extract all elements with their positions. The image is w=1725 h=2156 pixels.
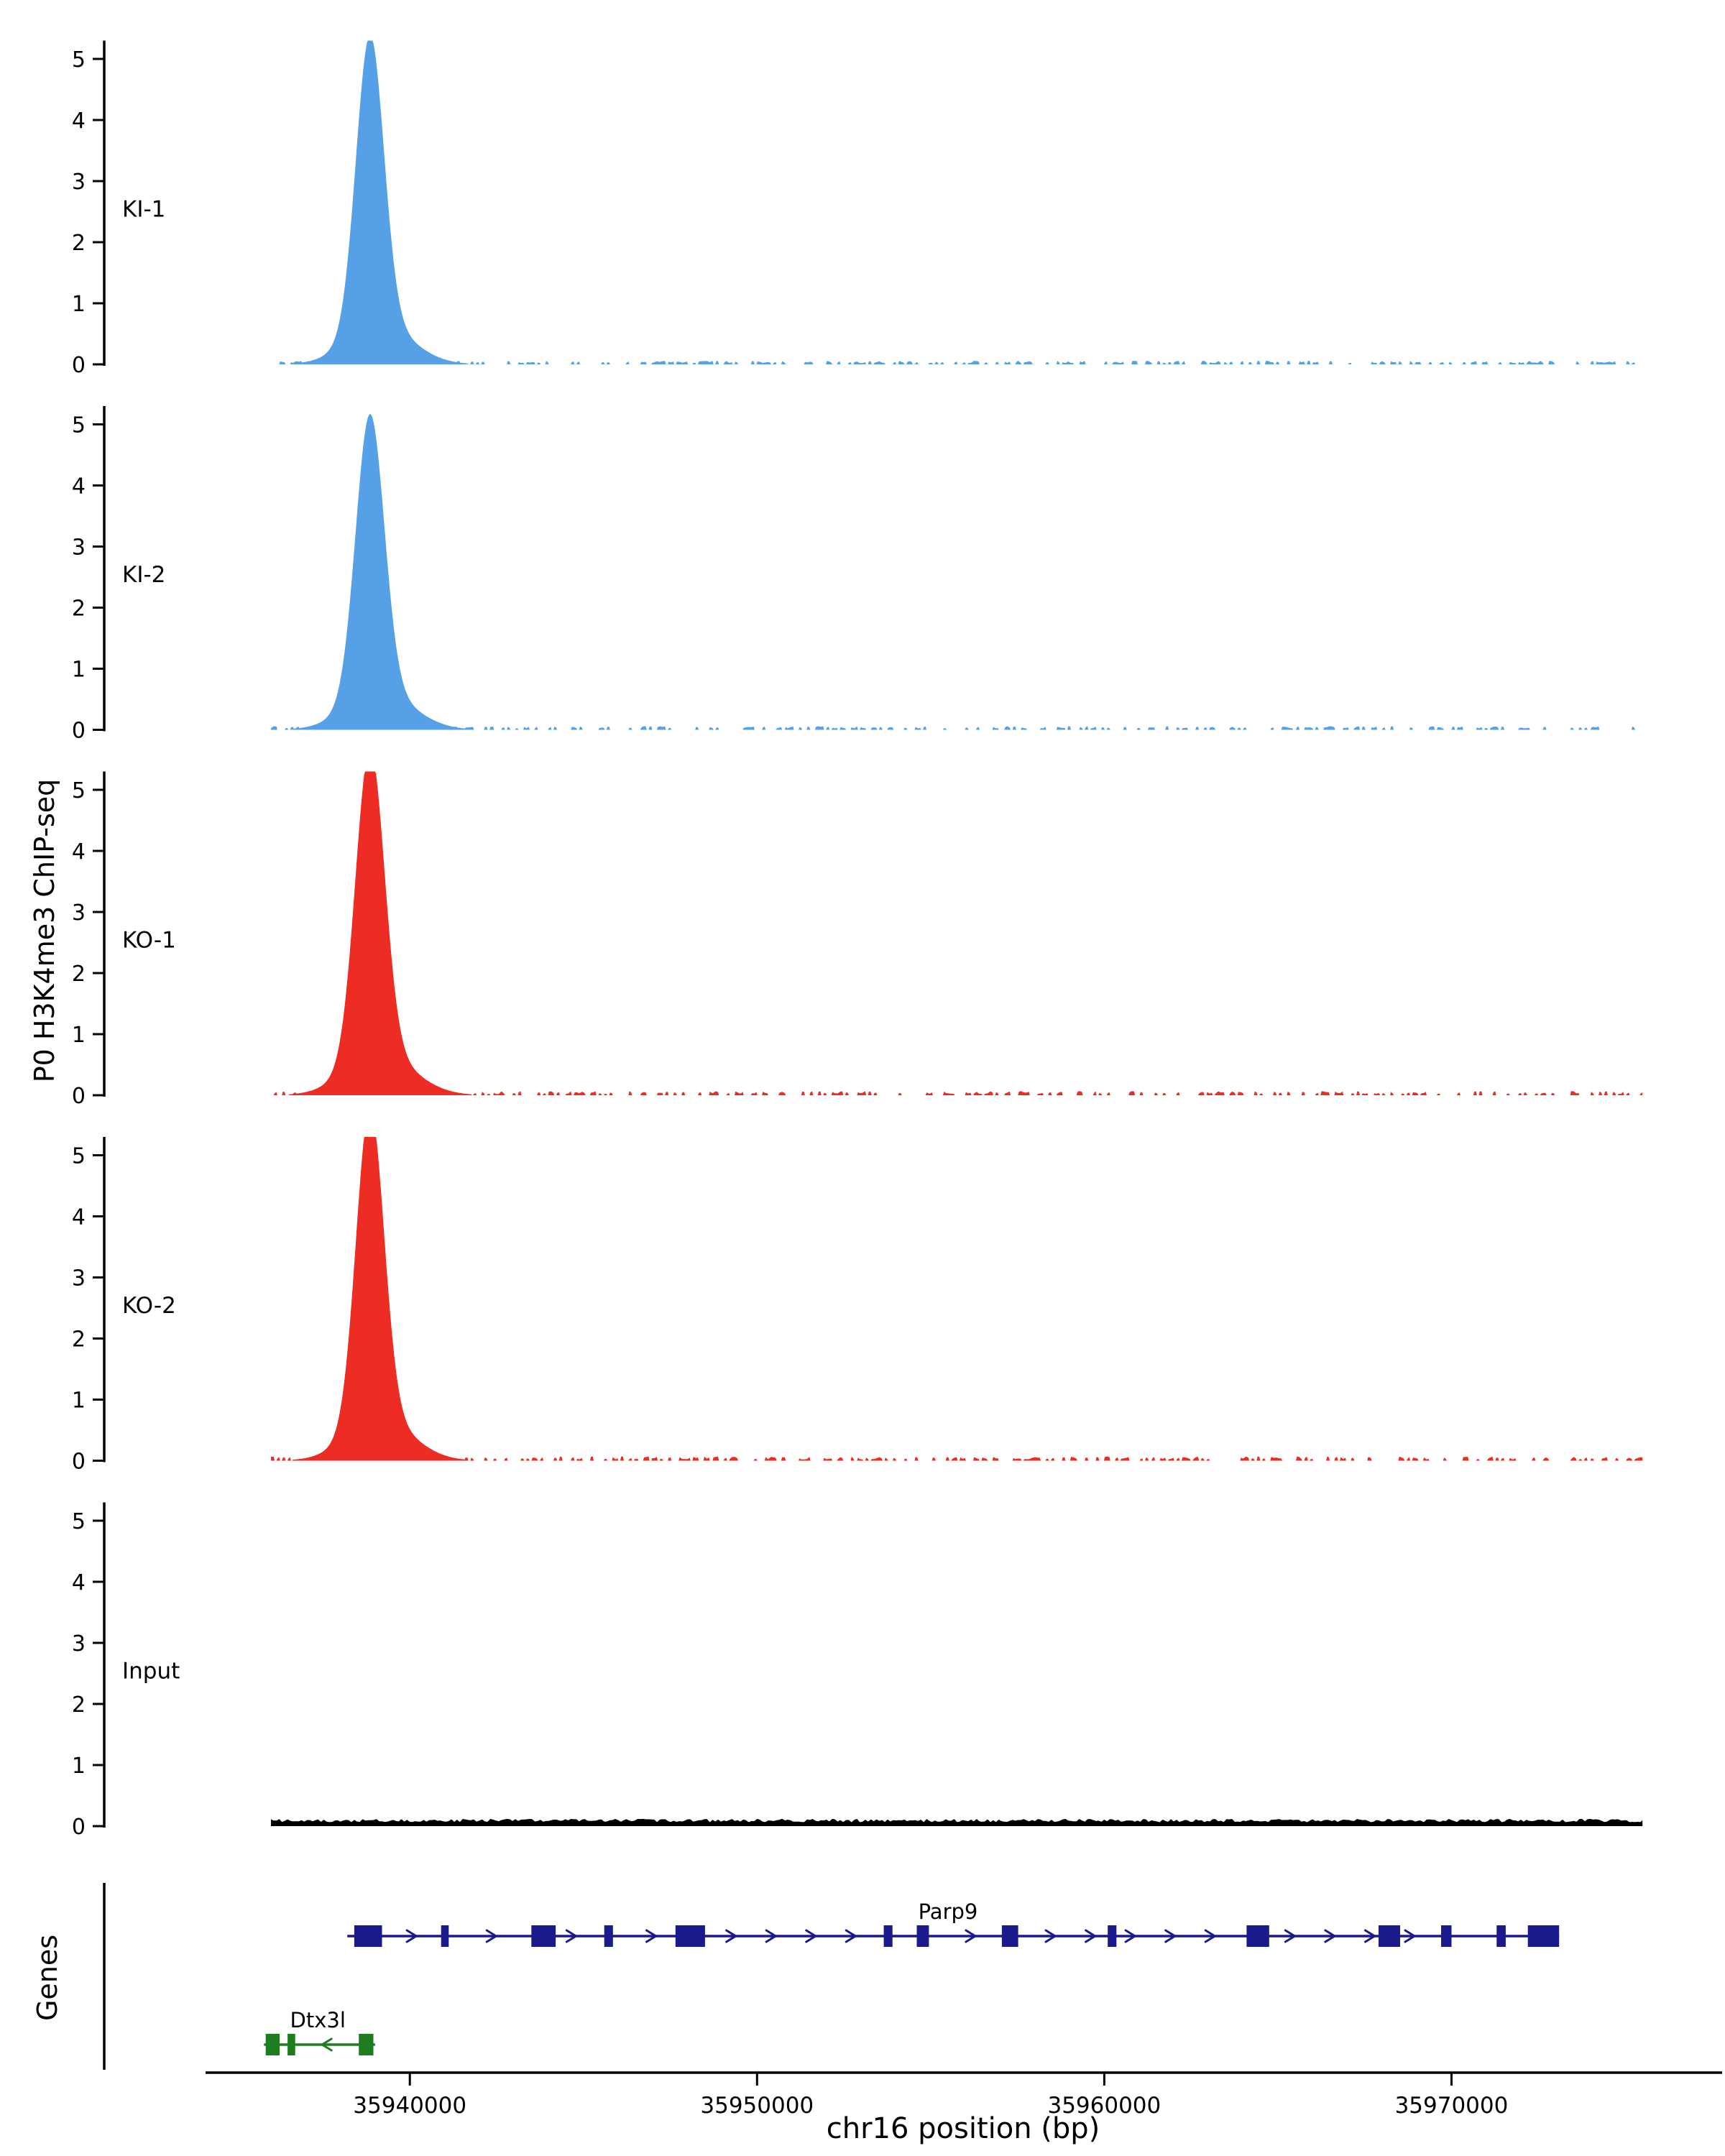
gene-label-Dtx3l: Dtx3l — [290, 2008, 346, 2032]
y-tick-label: 3 — [72, 170, 86, 195]
y-tick-label: 5 — [72, 413, 86, 438]
y-tick-label: 2 — [72, 596, 86, 622]
track-label-KO-2: KO-2 — [122, 1293, 176, 1319]
strand-arrow-icon — [320, 2037, 333, 2052]
y-tick-label: 4 — [72, 1570, 86, 1595]
track-label-KO-1: KO-1 — [122, 927, 176, 953]
strand-arrow-icon — [1284, 1929, 1297, 1943]
y-tick-label: 0 — [72, 1084, 86, 1109]
gene-Dtx3l: Dtx3l — [264, 2008, 375, 2055]
y-tick-label: 0 — [72, 719, 86, 744]
strand-arrow-icon — [645, 1929, 658, 1943]
y-tick-label: 2 — [72, 231, 86, 256]
signal-area-KI-1 — [271, 40, 1643, 364]
y-tick-label: 4 — [72, 474, 86, 499]
exon-box — [675, 1925, 705, 1947]
y-tick-label: 5 — [72, 1144, 86, 1169]
strand-arrow-icon — [405, 1929, 418, 1943]
exon-box — [1001, 1925, 1018, 1947]
strand-arrow-icon — [485, 1929, 499, 1943]
y-tick-label: 3 — [72, 900, 86, 926]
strand-arrow-icon — [1404, 1929, 1417, 1943]
y-tick-label: 1 — [72, 1754, 86, 1779]
y-tick-label: 2 — [72, 962, 86, 987]
exon-box — [916, 1925, 929, 1947]
y-tick-label: 5 — [72, 1509, 86, 1534]
y-tick-label: 4 — [72, 1205, 86, 1230]
signal-area-KI-2 — [271, 414, 1643, 730]
strand-arrow-icon — [965, 1929, 978, 1943]
exon-box — [359, 2034, 374, 2055]
exon-box — [1379, 1925, 1400, 1947]
y-tick-label: 0 — [72, 353, 86, 378]
y-tick-label: 2 — [72, 1327, 86, 1353]
track-KO-2: 0 1 2 3 4 5 KO-2 — [72, 1137, 1643, 1475]
y-tick-label: 1 — [72, 1023, 86, 1048]
track-label-KI-1: KI-1 — [122, 196, 165, 222]
exon-box — [441, 1925, 449, 1947]
track-label-Input: Input — [122, 1658, 180, 1684]
exon-box — [1441, 1925, 1452, 1947]
signal-area-KO-1 — [271, 771, 1643, 1095]
strand-arrow-icon — [1044, 1929, 1057, 1943]
signal-area-KO-2 — [271, 1137, 1643, 1461]
strand-arrow-icon — [1364, 1929, 1377, 1943]
y-tick-label: 5 — [72, 778, 86, 803]
y-tick-label: 0 — [72, 1815, 86, 1840]
strand-arrow-icon — [1164, 1929, 1177, 1943]
y-tick-label: 2 — [72, 1692, 86, 1718]
y-tick-label: 0 — [72, 1450, 86, 1475]
y-tick-label: 1 — [72, 292, 86, 317]
strand-arrow-icon — [805, 1929, 818, 1943]
exon-box — [1496, 1925, 1506, 1947]
y-tick-label: 1 — [72, 658, 86, 683]
x-tick-label: 35970000 — [1395, 2093, 1509, 2119]
y-tick-label: 1 — [72, 1388, 86, 1414]
y-tick-label: 3 — [72, 1266, 86, 1291]
exon-box — [531, 1925, 556, 1947]
strand-arrow-icon — [725, 1929, 738, 1943]
y-tick-label: 4 — [72, 839, 86, 865]
strand-arrow-icon — [1124, 1929, 1137, 1943]
x-tick-label: 35940000 — [353, 2093, 466, 2119]
exon-box — [1246, 1925, 1269, 1947]
exon-box — [354, 1925, 382, 1947]
strand-arrow-icon — [845, 1929, 858, 1943]
y-tick-label: 5 — [72, 47, 86, 73]
x-axis-title: chr16 position (bp) — [826, 2112, 1100, 2145]
exon-box — [883, 1925, 893, 1947]
track-Input: 0 1 2 3 4 5 Input — [72, 1502, 1643, 1840]
strand-arrow-icon — [765, 1929, 778, 1943]
exon-box — [1108, 1925, 1117, 1947]
y-tick-label: 3 — [72, 535, 86, 561]
exon-box — [265, 2034, 280, 2055]
strand-arrow-icon — [1085, 1929, 1098, 1943]
strand-arrow-icon — [1204, 1929, 1218, 1943]
strand-arrow-icon — [565, 1929, 579, 1943]
y-tick-label: 4 — [72, 109, 86, 134]
x-tick-label: 35950000 — [700, 2093, 814, 2119]
track-label-KI-2: KI-2 — [122, 562, 165, 588]
gene-Parp9: Parp9 — [347, 1899, 1560, 1947]
gene-label-Parp9: Parp9 — [919, 1899, 978, 1924]
signal-area-Input — [271, 1818, 1643, 1826]
strand-arrow-icon — [1324, 1929, 1337, 1943]
exon-box — [604, 1925, 613, 1947]
track-KO-1: 0 1 2 3 4 5 KO-1 — [72, 771, 1643, 1109]
exon-box — [288, 2034, 295, 2055]
exon-box — [1527, 1925, 1560, 1947]
track-KI-1: 0 1 2 3 4 5 KI-1 — [72, 40, 1643, 378]
y-tick-label: 3 — [72, 1631, 86, 1657]
x-tick-label: 35960000 — [1047, 2093, 1161, 2119]
track-KI-2: 0 1 2 3 4 5 KI-2 — [72, 406, 1643, 744]
